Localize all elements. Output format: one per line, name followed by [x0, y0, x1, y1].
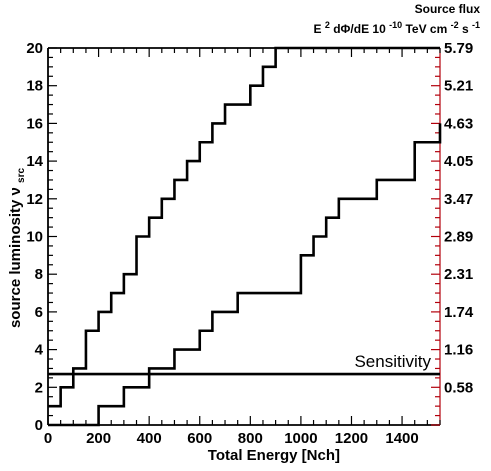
y-tick-label: 16 [26, 115, 43, 132]
y-tick-label: 4 [35, 342, 44, 359]
right-tick-label: 0.58 [444, 379, 473, 396]
sensitivity-label: Sensitivity [354, 352, 431, 371]
series-1-step-line [48, 46, 440, 408]
y-tick-label: 0 [35, 417, 43, 434]
right-tick-label: 2.89 [444, 229, 473, 246]
right-tick-label: 1.16 [444, 342, 473, 359]
right-axis-title-sup-2: 2 [325, 20, 330, 30]
x-tick-label: 1000 [284, 430, 317, 447]
right-axis-title-sup-minus2: -2 [451, 20, 459, 30]
right-tick-label: 4.05 [444, 153, 473, 170]
x-tick-label: 1400 [385, 430, 418, 447]
y-axis-title-main: source luminosity ν [7, 187, 24, 328]
series-2-step-line [48, 123, 442, 427]
right-axis-title-part-dphide: dΦ/dE 10 [333, 22, 386, 36]
x-tick-label: 600 [187, 430, 212, 447]
y-tick-label: 12 [26, 191, 43, 208]
x-tick-label: 200 [86, 430, 111, 447]
y-axis-title: source luminosity ν src [7, 168, 27, 329]
right-tick-label: 1.74 [444, 304, 474, 321]
x-tick-label: 800 [238, 430, 263, 447]
right-tick-label: 3.47 [444, 191, 473, 208]
right-tick-label: 5.79 [444, 40, 473, 57]
right-tick-label: 2.31 [444, 266, 473, 283]
right-axis-title-part-s: s [462, 22, 469, 36]
right-axis-title-part-tevcm: TeV cm [405, 22, 447, 36]
right-axis-title-line1: Source flux [415, 2, 481, 16]
right-tick-label: 5.21 [444, 78, 473, 95]
right-tick-label: 4.63 [444, 115, 473, 132]
y-tick-label: 18 [26, 78, 43, 95]
plot-area: 0 200 400 600 800 1000 1200 1400 0 2 4 6 8 10 12 14 16 18… [26, 40, 474, 447]
right-axis-title-part-e: E [314, 22, 322, 36]
x-tick-label: 1200 [335, 430, 368, 447]
y-axis-title-sub: src [16, 168, 27, 183]
x-axis-title: Total Energy [Nch] [208, 447, 340, 464]
right-axis-title-sup-minus10: -10 [389, 20, 402, 30]
x-tick-label: 400 [137, 430, 162, 447]
right-axis-title-line2: E 2 dΦ/dE 10 -10 TeV cm -2 s -1 [314, 17, 481, 36]
y-tick-label: 8 [35, 266, 43, 283]
y-tick-label: 2 [35, 379, 43, 396]
y-tick-label: 14 [26, 153, 43, 170]
y-tick-label: 20 [26, 40, 43, 57]
right-axis-title-sup-minus1: -1 [472, 20, 480, 30]
y-tick-label: 10 [26, 229, 43, 246]
y-tick-label: 6 [35, 304, 43, 321]
x-tick-label: 0 [44, 430, 52, 447]
